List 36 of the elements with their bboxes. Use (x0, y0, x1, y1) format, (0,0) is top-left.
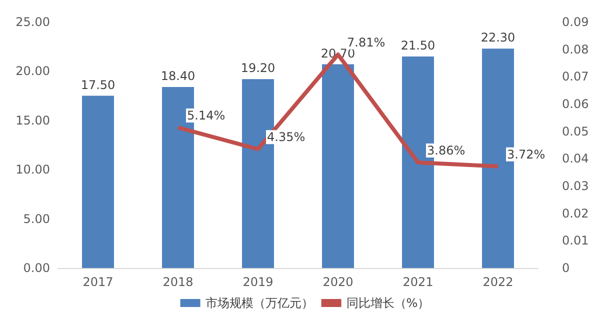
data-label: 19.20 (240, 61, 276, 76)
x-tick-label: 2017 (82, 275, 114, 289)
y2-tick-label: 0.03 (562, 179, 589, 193)
y2-tick-label: 0.07 (562, 70, 589, 84)
data-label: 3.86% (427, 143, 466, 158)
x-tick-label: 2019 (242, 275, 274, 289)
y2-tick-label: 0.06 (562, 97, 589, 111)
y2-tick-label: 0.09 (562, 15, 589, 29)
bar (82, 96, 114, 268)
x-tick-label: 2020 (322, 275, 354, 289)
y-tick-label: 25.00 (16, 15, 50, 29)
y2-tick-label: 0.08 (562, 42, 589, 56)
y-tick-label: 0.00 (23, 261, 50, 275)
y2-tick-label: 0.01 (562, 234, 589, 248)
y2-tick-label: 0.05 (562, 124, 589, 138)
y-tick-label: 20.00 (16, 64, 50, 78)
legend-label: 市场规模（万亿元） (205, 296, 314, 310)
data-label: 21.50 (400, 38, 436, 52)
data-label: 17.50 (80, 78, 116, 92)
x-tick-label: 2021 (402, 275, 434, 289)
y2-tick-label: 0 (562, 261, 570, 275)
bar (322, 64, 354, 268)
x-tick-label: 2018 (162, 275, 194, 289)
y2-tick-label: 0.02 (562, 206, 589, 220)
data-label: 22.30 (480, 30, 516, 45)
y-tick-label: 15.00 (16, 113, 50, 128)
legend-label: 同比增长（%） (346, 296, 430, 310)
data-label: 4.35% (267, 130, 306, 144)
data-label: 18.40 (160, 68, 196, 83)
data-label: 5.14% (187, 108, 226, 123)
y2-tick-label: 0.04 (562, 152, 589, 166)
y-tick-label: 5.00 (23, 212, 50, 226)
y-tick-label: 10.00 (16, 162, 50, 177)
data-label: 3.72% (507, 147, 546, 162)
data-label: 7.81% (347, 36, 386, 50)
x-tick-label: 2022 (482, 275, 514, 289)
